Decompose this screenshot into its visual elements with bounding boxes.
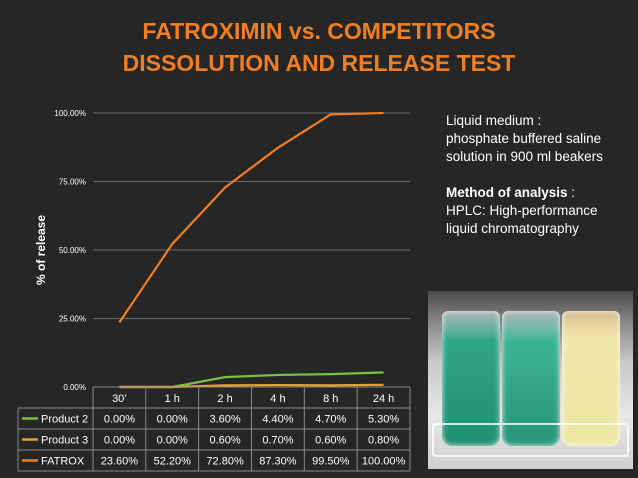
data-label: 4.70%: [315, 414, 346, 426]
category-label: 24 h: [373, 393, 394, 405]
data-label: 4.40%: [262, 414, 293, 426]
y-tick-label: 75.00%: [59, 178, 86, 187]
data-label: 3.60%: [209, 414, 240, 426]
method-heading: Method of analysis :: [446, 184, 636, 202]
data-label: 0.80%: [368, 435, 399, 447]
method-label: Method of analysis: [446, 185, 568, 200]
legend-label: FATROX: [41, 456, 85, 468]
data-label: 0.00%: [157, 435, 188, 447]
method-line-3: liquid chromatography: [446, 221, 579, 236]
data-label: 72.80%: [206, 456, 244, 468]
data-label: 87.30%: [259, 456, 297, 468]
y-tick-label: 100.00%: [54, 109, 86, 118]
data-label: 0.00%: [157, 414, 188, 426]
medium-line-2: phosphate buffered saline: [446, 131, 602, 146]
y-tick-label: 25.00%: [59, 315, 86, 324]
data-label: 99.50%: [312, 456, 350, 468]
beakers-photo: [428, 291, 633, 469]
data-label: 0.00%: [104, 414, 135, 426]
series-line-fatrox: [118, 111, 384, 323]
category-label: 1 h: [165, 393, 180, 405]
info-panel: Liquid medium : phosphate buffered salin…: [446, 112, 636, 238]
data-label: 23.60%: [101, 456, 139, 468]
data-label: 0.60%: [315, 435, 346, 447]
data-label: 0.60%: [209, 435, 240, 447]
title-line-1: FATROXIMIN vs. COMPETITORS: [142, 18, 496, 44]
data-label: 100.00%: [362, 456, 406, 468]
data-label: 5.30%: [368, 414, 399, 426]
method-line-2: HPLC: High-performance: [446, 203, 598, 218]
legend-label: Product 3: [41, 435, 88, 447]
category-label: 4 h: [270, 393, 285, 405]
data-label: 0.70%: [262, 435, 293, 447]
title-line-2: DISSOLUTION AND RELEASE TEST: [122, 50, 516, 76]
medium-label: Liquid medium :: [446, 113, 542, 128]
method-colon: :: [567, 185, 576, 200]
data-label: 52.20%: [154, 456, 192, 468]
y-tick-label: 0.00%: [63, 383, 86, 392]
legend-label: Product 2: [41, 414, 88, 426]
category-label: 2 h: [217, 393, 232, 405]
category-label: 30’: [112, 393, 127, 405]
category-label: 8 h: [323, 393, 338, 405]
beaker-rack: [432, 423, 629, 457]
data-label: 0.00%: [104, 435, 135, 447]
y-tick-label: 50.00%: [59, 246, 86, 255]
medium-line-3: solution in 900 ml beakers: [446, 149, 603, 164]
y-axis-label: % of release: [34, 215, 48, 285]
